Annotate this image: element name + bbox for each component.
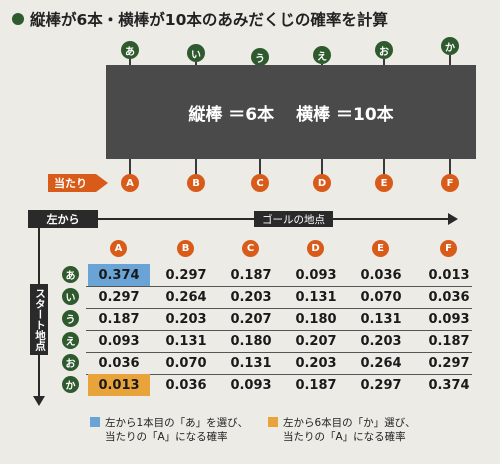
column-header-f: F — [440, 240, 457, 257]
table-cell: 0.187 — [295, 377, 337, 393]
table-cell: 0.203 — [165, 311, 207, 327]
goal-circle-f: F — [441, 174, 459, 192]
row-divider — [86, 308, 472, 309]
vertical-count-label: 縦棒 ＝6本 — [188, 104, 275, 125]
table-cell: 0.207 — [230, 311, 272, 327]
table-cell: 0.013 — [88, 374, 150, 396]
table-cell: 0.093 — [295, 267, 337, 283]
table-cell: 0.131 — [165, 333, 207, 349]
legend-orange: 左から6本目の「か」選び、 当たりの「A」になる確率 — [268, 416, 416, 444]
row-header-1: あ — [62, 266, 79, 283]
legend-blue: 左から1本目の「あ」を選び、 当たりの「A」になる確率 — [90, 416, 248, 444]
table-cell: 0.297 — [428, 355, 470, 371]
column-header-e: E — [372, 240, 389, 257]
table-cell: 0.264 — [360, 355, 402, 371]
table-cell: 0.131 — [295, 289, 337, 305]
table-cell: 0.203 — [230, 289, 272, 305]
column-header-d: D — [307, 240, 324, 257]
table-cell: 0.036 — [360, 267, 402, 283]
legend-blue-line1: 左から1本目の「あ」を選び、 — [105, 417, 249, 429]
column-header-a: A — [110, 240, 127, 257]
table-cell: 0.036 — [165, 377, 207, 393]
row-header-3: う — [62, 310, 79, 327]
start-circle-6: か — [441, 37, 459, 55]
column-header-b: B — [177, 240, 194, 257]
orange-square-icon — [268, 417, 278, 427]
table-cell: 0.093 — [428, 311, 470, 327]
row-divider — [86, 330, 472, 331]
table-cell: 0.187 — [98, 311, 140, 327]
goal-circle-e: E — [375, 174, 393, 192]
legend-orange-line2: 当たりの「A」になる確率 — [283, 431, 406, 443]
table-cell: 0.203 — [295, 355, 337, 371]
table-cell: 0.036 — [98, 355, 140, 371]
table-cell: 0.264 — [165, 289, 207, 305]
row-divider — [86, 374, 472, 375]
goal-point-header: ゴールの地点 — [254, 211, 333, 227]
atari-tag: 当たり — [48, 174, 108, 192]
table-cell: 0.297 — [360, 377, 402, 393]
row-header-2: い — [62, 288, 79, 305]
goal-circle-b: B — [187, 174, 205, 192]
start-circle-2: い — [187, 44, 205, 62]
start-circle-3: う — [251, 48, 269, 66]
table-cell: 0.131 — [360, 311, 402, 327]
legend-blue-line2: 当たりの「A」になる確率 — [105, 431, 228, 443]
row-header-5: お — [62, 354, 79, 371]
table-cell: 0.093 — [230, 377, 272, 393]
table-cell: 0.013 — [428, 267, 470, 283]
row-divider — [86, 286, 472, 287]
table-cell: 0.203 — [360, 333, 402, 349]
table-cell: 0.297 — [98, 289, 140, 305]
start-arrow-head-icon — [33, 396, 45, 406]
panel-label: 縦棒 ＝6本 横棒 ＝10本 — [106, 65, 476, 159]
table-cell: 0.070 — [360, 289, 402, 305]
table-cell: 0.131 — [230, 355, 272, 371]
table-cell: 0.070 — [165, 355, 207, 371]
table-cell: 0.187 — [428, 333, 470, 349]
row-header-4: え — [62, 332, 79, 349]
start-circle-1: あ — [121, 41, 139, 59]
column-header-c: C — [242, 240, 259, 257]
start-circle-5: お — [375, 41, 393, 59]
table-cell: 0.297 — [165, 267, 207, 283]
table-cell: 0.180 — [230, 333, 272, 349]
table-cell: 0.180 — [295, 311, 337, 327]
goal-circle-a: A — [121, 174, 139, 192]
horizontal-count-label: 横棒 ＝10本 — [296, 104, 394, 125]
table-cell: 0.374 — [88, 264, 150, 286]
blue-square-icon — [90, 417, 100, 427]
title-text: 縦棒が6本・横棒が10本のあみだくじの確率を計算 — [30, 11, 388, 29]
table-cell: 0.036 — [428, 289, 470, 305]
left-from-header: 左から — [28, 210, 98, 228]
legend-orange-line1: 左から6本目の「か」選び、 — [283, 417, 416, 429]
title-bullet-icon — [12, 13, 24, 25]
table-cell: 0.093 — [98, 333, 140, 349]
row-header-6: か — [62, 376, 79, 393]
start-circle-4: え — [313, 46, 331, 64]
ladder-hidden-panel — [106, 65, 476, 159]
row-divider — [86, 352, 472, 353]
table-cell: 0.187 — [230, 267, 272, 283]
start-point-header: スタート地点 — [30, 284, 48, 355]
table-cell: 0.374 — [428, 377, 470, 393]
goal-circle-c: C — [251, 174, 269, 192]
goal-circle-d: D — [313, 174, 331, 192]
goal-arrow-head-icon — [448, 213, 458, 225]
diagram-title: 縦棒が6本・横棒が10本のあみだくじの確率を計算 — [12, 8, 388, 30]
table-cell: 0.207 — [295, 333, 337, 349]
